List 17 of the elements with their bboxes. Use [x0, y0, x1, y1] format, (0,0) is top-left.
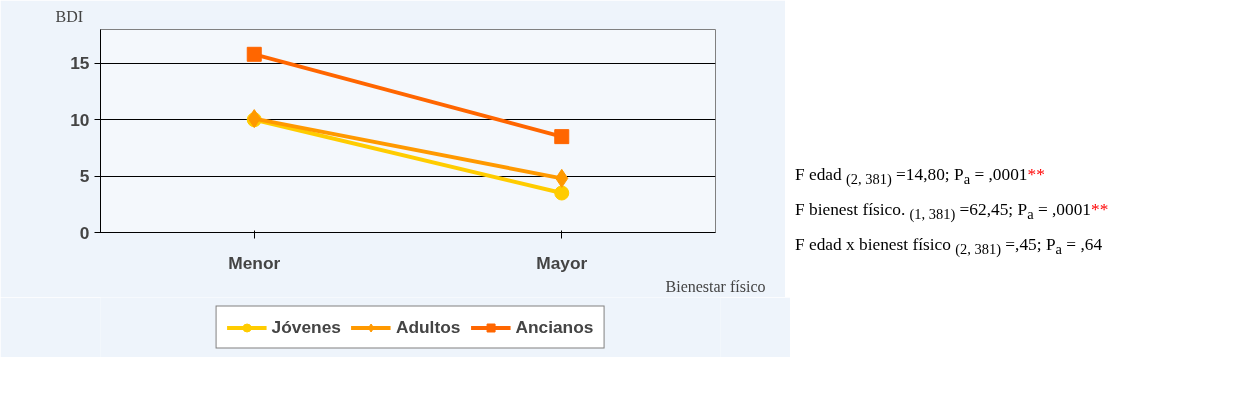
y-tick-label: 0: [79, 222, 90, 243]
x-axis-title: Bienestar físico: [665, 277, 766, 295]
y-tick-label: 10: [70, 109, 90, 130]
text: F bienest físico. $_{(1, 381)}$ =62,45; P$_{a}$ = ,0001**: [795, 199, 1109, 225]
point: [554, 185, 570, 201]
text: F edad x bienest físico $_{(2, 381)}$ =,45; P$_{a}$ = ,64: [795, 234, 1104, 260]
y-axis-title: BDI: [55, 7, 84, 25]
y-tick-label: 15: [70, 53, 90, 74]
y-tick-label: 5: [79, 166, 90, 187]
point: [554, 129, 570, 145]
text: F edad $_{(2, 381)}$ =14,80; P$_{a}$ = ,0001**: [795, 164, 1046, 190]
legend-label: Ancianos: [515, 316, 594, 338]
x-tick-label: Menor: [228, 252, 281, 273]
x-tick-label: Mayor: [536, 252, 588, 273]
point: [246, 46, 262, 62]
legend-label: Adultos: [395, 316, 461, 338]
legend-label: Jóvenes: [271, 316, 341, 338]
